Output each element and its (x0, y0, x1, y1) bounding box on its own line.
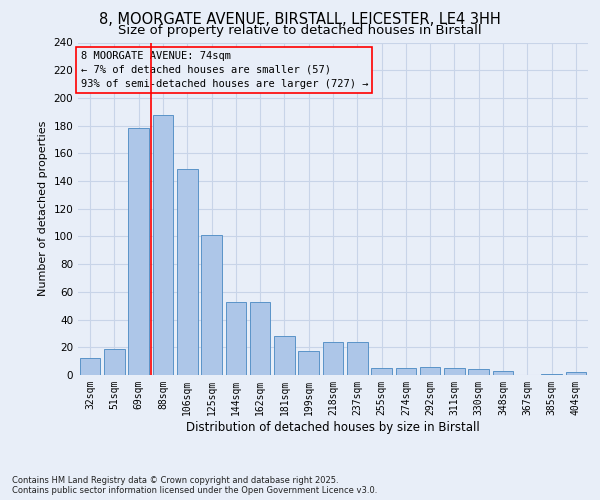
Y-axis label: Number of detached properties: Number of detached properties (38, 121, 48, 296)
Bar (541, 374, 562, 375)
Bar (104, 348, 125, 375)
Text: 8, MOORGATE AVENUE, BIRSTALL, LEICESTER, LE4 3HH: 8, MOORGATE AVENUE, BIRSTALL, LEICESTER,… (99, 12, 501, 28)
Bar (395, 368, 416, 375)
Bar (371, 368, 392, 375)
Bar (274, 336, 295, 375)
Bar (347, 342, 368, 375)
Bar (420, 366, 440, 375)
Bar (128, 128, 149, 375)
X-axis label: Distribution of detached houses by size in Birstall: Distribution of detached houses by size … (186, 420, 480, 434)
Bar (566, 372, 586, 375)
Text: 8 MOORGATE AVENUE: 74sqm
← 7% of detached houses are smaller (57)
93% of semi-de: 8 MOORGATE AVENUE: 74sqm ← 7% of detache… (80, 51, 368, 89)
Bar (177, 168, 197, 375)
Bar (226, 302, 246, 375)
Bar (201, 235, 222, 375)
Text: Contains HM Land Registry data © Crown copyright and database right 2025.
Contai: Contains HM Land Registry data © Crown c… (12, 476, 377, 495)
Bar (323, 342, 343, 375)
Bar (298, 352, 319, 375)
Bar (250, 302, 271, 375)
Bar (469, 370, 489, 375)
Bar (152, 114, 173, 375)
Bar (80, 358, 100, 375)
Text: Size of property relative to detached houses in Birstall: Size of property relative to detached ho… (118, 24, 482, 37)
Bar (493, 371, 514, 375)
Bar (444, 368, 465, 375)
